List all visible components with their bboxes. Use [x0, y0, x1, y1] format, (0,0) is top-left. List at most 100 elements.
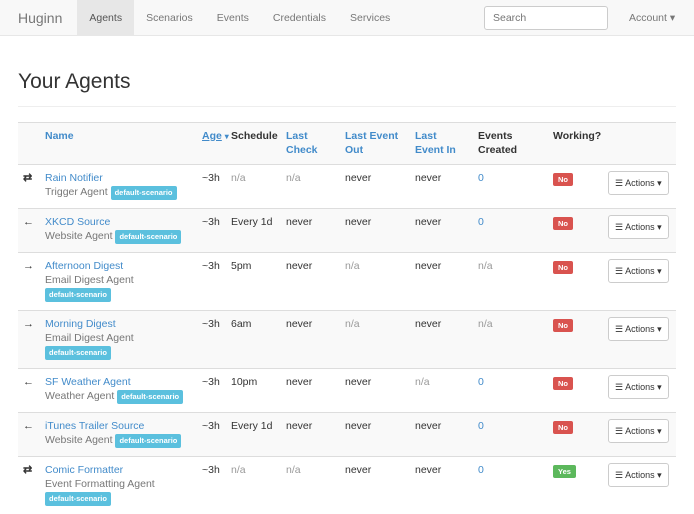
- agent-last-event-in: never: [410, 413, 473, 457]
- list-icon: ☰: [615, 324, 623, 334]
- agent-events-created[interactable]: 0: [473, 165, 548, 209]
- caret-down-icon: ▾: [657, 222, 662, 232]
- actions-label: Actions: [625, 470, 655, 480]
- agent-name-link[interactable]: Afternoon Digest: [45, 259, 192, 273]
- sort-last-event-in[interactable]: Last Event In: [415, 130, 456, 156]
- search-input[interactable]: [484, 6, 608, 30]
- header-events-created: Events Created: [473, 123, 548, 165]
- header-working: Working?: [548, 123, 603, 165]
- agent-name-link[interactable]: Comic Formatter: [45, 463, 192, 477]
- scenario-badge[interactable]: default-scenario: [117, 390, 183, 404]
- caret-down-icon: ▾: [657, 266, 662, 276]
- actions-dropdown-button[interactable]: ☰ Actions ▾: [608, 259, 669, 283]
- agent-schedule: n/a: [227, 165, 281, 209]
- working-status-badge: No: [553, 319, 573, 332]
- agent-last-check: never: [281, 209, 340, 253]
- agent-last-check: n/a: [281, 457, 340, 514]
- agent-events-created: n/a: [473, 311, 548, 369]
- agent-events-created: n/a: [473, 253, 548, 311]
- list-icon: ☰: [615, 382, 623, 392]
- agent-last-check: never: [281, 311, 340, 369]
- list-icon: ☰: [615, 470, 623, 480]
- agent-schedule: Every 1d: [227, 413, 281, 457]
- agent-last-event-out: n/a: [340, 311, 410, 369]
- sort-age[interactable]: Age: [202, 130, 222, 142]
- agent-last-event-in: n/a: [410, 369, 473, 413]
- agent-last-event-in: never: [410, 457, 473, 514]
- actions-label: Actions: [625, 266, 655, 276]
- agent-name-link[interactable]: Morning Digest: [45, 317, 192, 331]
- actions-dropdown-button[interactable]: ☰ Actions ▾: [608, 215, 669, 239]
- agent-schedule: Every 1d: [227, 209, 281, 253]
- nav-scenarios[interactable]: Scenarios: [134, 0, 205, 36]
- agent-events-created[interactable]: 0: [473, 209, 548, 253]
- agent-last-event-out: never: [340, 413, 410, 457]
- arrow-right-icon: →: [23, 260, 34, 272]
- agent-row: ← iTunes Trailer Source Website Agent de…: [18, 413, 676, 457]
- list-icon: ☰: [615, 178, 623, 188]
- arrow-left-icon: ←: [23, 420, 34, 432]
- agent-last-check: n/a: [281, 165, 340, 209]
- sort-last-event-out[interactable]: Last Event Out: [345, 130, 398, 156]
- actions-dropdown-button[interactable]: ☰ Actions ▾: [608, 317, 669, 341]
- agent-name-link[interactable]: SF Weather Agent: [45, 375, 192, 389]
- working-status-badge: Yes: [553, 465, 576, 478]
- nav-services[interactable]: Services: [338, 0, 402, 36]
- nav-events[interactable]: Events: [205, 0, 261, 36]
- agent-last-event-out: never: [340, 165, 410, 209]
- agent-age: ~3h: [197, 457, 227, 514]
- nav-credentials[interactable]: Credentials: [261, 0, 338, 36]
- agent-last-check: never: [281, 253, 340, 311]
- navbar: Huginn Agents Scenarios Events Credentia…: [0, 0, 694, 36]
- agent-last-event-in: never: [410, 311, 473, 369]
- scenario-badge[interactable]: default-scenario: [45, 492, 111, 506]
- actions-label: Actions: [625, 222, 655, 232]
- agent-name-link[interactable]: XKCD Source: [45, 215, 192, 229]
- agent-type: Event Formatting Agent: [45, 478, 155, 490]
- agent-age: ~3h: [197, 209, 227, 253]
- sort-name[interactable]: Name: [45, 130, 74, 142]
- list-icon: ☰: [615, 266, 623, 276]
- scenario-badge[interactable]: default-scenario: [45, 288, 111, 302]
- agent-schedule: 10pm: [227, 369, 281, 413]
- scenario-badge[interactable]: default-scenario: [111, 186, 177, 200]
- scenario-badge[interactable]: default-scenario: [115, 230, 181, 244]
- agent-row: ⇄ Comic Formatter Event Formatting Agent…: [18, 457, 676, 514]
- working-status-badge: No: [553, 173, 573, 186]
- agent-type: Trigger Agent: [45, 186, 108, 198]
- agent-name-link[interactable]: Rain Notifier: [45, 171, 192, 185]
- agent-events-created[interactable]: 0: [473, 457, 548, 514]
- scenario-badge[interactable]: default-scenario: [45, 346, 111, 360]
- agent-events-created[interactable]: 0: [473, 413, 548, 457]
- actions-dropdown-button[interactable]: ☰ Actions ▾: [608, 171, 669, 195]
- arrow-left-icon: ←: [23, 216, 34, 228]
- exchange-icon: ⇄: [23, 464, 32, 476]
- agents-table: Name Age ▾ Schedule Last Check Last Even…: [18, 122, 676, 514]
- agent-name-link[interactable]: iTunes Trailer Source: [45, 419, 192, 433]
- working-status-badge: No: [553, 377, 573, 390]
- caret-down-icon: ▾: [657, 178, 662, 188]
- agent-age: ~3h: [197, 369, 227, 413]
- scenario-badge[interactable]: default-scenario: [115, 434, 181, 448]
- agent-events-created[interactable]: 0: [473, 369, 548, 413]
- sort-last-check[interactable]: Last Check: [286, 130, 318, 156]
- caret-down-icon: ▾: [657, 324, 662, 334]
- caret-down-icon: ▾: [657, 382, 662, 392]
- agent-age: ~3h: [197, 253, 227, 311]
- nav-agents[interactable]: Agents: [77, 0, 134, 36]
- brand-logo[interactable]: Huginn: [0, 10, 77, 26]
- account-dropdown[interactable]: Account ▾: [629, 0, 675, 36]
- actions-dropdown-button[interactable]: ☰ Actions ▾: [608, 463, 669, 487]
- agent-type: Weather Agent: [45, 390, 114, 402]
- working-status-badge: No: [553, 261, 573, 274]
- agent-schedule: 6am: [227, 311, 281, 369]
- actions-dropdown-button[interactable]: ☰ Actions ▾: [608, 375, 669, 399]
- actions-label: Actions: [625, 324, 655, 334]
- agent-last-check: never: [281, 369, 340, 413]
- caret-down-icon: ▾: [657, 470, 662, 480]
- agent-last-event-in: never: [410, 209, 473, 253]
- actions-dropdown-button[interactable]: ☰ Actions ▾: [608, 419, 669, 443]
- agent-last-event-out: never: [340, 369, 410, 413]
- arrow-right-icon: →: [23, 318, 34, 330]
